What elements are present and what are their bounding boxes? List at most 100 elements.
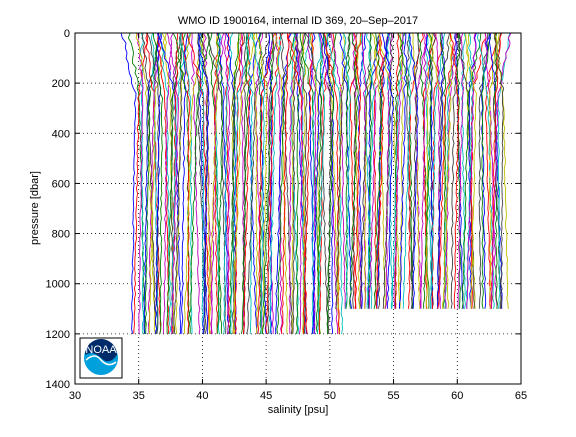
profile-line	[436, 33, 445, 309]
profile-line	[162, 33, 174, 334]
profile-line	[234, 33, 244, 335]
profile-line	[157, 33, 182, 334]
profile-line	[393, 33, 404, 309]
profile-line	[497, 33, 511, 309]
profile-line	[231, 33, 245, 334]
y-tick-label: 1400	[46, 379, 70, 391]
profile-line	[279, 33, 293, 334]
profile-line	[457, 33, 465, 309]
x-tick-label: 60	[451, 390, 463, 402]
profile-line	[437, 33, 457, 309]
profile-line	[216, 33, 224, 334]
profile-line	[349, 33, 362, 309]
profile-line	[326, 33, 337, 334]
noaa-logo-icon: NOAA	[84, 339, 118, 375]
profile-line	[490, 33, 503, 309]
profile-line	[363, 33, 381, 309]
profile-line	[349, 33, 359, 309]
profile-line	[182, 33, 190, 334]
profile-line	[240, 33, 250, 334]
x-tick-label: 40	[196, 390, 208, 402]
y-tick-label: 200	[52, 78, 70, 90]
logo-text: NOAA	[85, 344, 117, 356]
profile-line	[419, 33, 427, 309]
profile-line	[294, 33, 304, 334]
profile-line	[485, 33, 497, 309]
profile-line	[213, 33, 219, 334]
profile-line	[170, 33, 191, 334]
profile-line	[488, 33, 500, 309]
profile-line	[200, 33, 205, 334]
profile-line	[242, 33, 252, 334]
profile-line	[449, 33, 460, 309]
profile-line	[316, 33, 326, 334]
noaa-logo: NOAA	[79, 337, 123, 379]
y-axis-label: pressure [dbar]	[29, 171, 41, 245]
profile-line	[135, 33, 156, 335]
profile-line	[294, 33, 308, 334]
profile-line	[216, 33, 230, 334]
profile-line	[120, 33, 137, 334]
profile-line	[381, 33, 394, 309]
profile-line	[276, 33, 296, 334]
profile-line	[399, 33, 408, 309]
profile-line	[251, 33, 259, 334]
profile-line	[232, 33, 256, 334]
profile-line	[423, 33, 433, 309]
profile-line	[206, 33, 223, 334]
x-tick-label: 35	[133, 390, 145, 402]
profile-line	[375, 33, 385, 309]
profile-line	[342, 33, 351, 309]
profile-line	[450, 33, 462, 309]
profile-line	[198, 33, 212, 334]
axes-box	[74, 32, 522, 385]
profile-line	[257, 33, 276, 334]
x-tick-label: 55	[387, 390, 399, 402]
y-tick-label: 600	[52, 178, 70, 190]
profile-line	[429, 33, 446, 309]
profile-line	[493, 33, 505, 309]
profile-line	[281, 33, 290, 334]
profile-line	[489, 33, 503, 309]
profile-line	[292, 33, 299, 334]
profile-line	[230, 33, 252, 334]
profile-line	[268, 33, 282, 334]
y-tick-label: 0	[64, 28, 70, 40]
profile-line	[295, 33, 306, 335]
profile-line	[339, 33, 353, 309]
profile-line	[330, 33, 346, 309]
profile-line	[436, 33, 451, 309]
profile-line	[152, 33, 164, 334]
profile-line	[179, 33, 193, 334]
y-tick-label: 800	[52, 229, 70, 241]
profile-line	[397, 33, 414, 309]
profile-line	[402, 33, 412, 309]
profile-line	[173, 33, 183, 334]
profile-line	[360, 33, 373, 309]
profile-line	[319, 33, 335, 334]
profile-line	[208, 33, 220, 334]
profile-line	[410, 33, 420, 309]
profile-line	[357, 33, 366, 309]
profile-line	[267, 33, 273, 334]
profile-line	[266, 33, 274, 334]
profile-line	[442, 33, 453, 309]
profile-line	[391, 33, 404, 309]
profile-line	[304, 33, 329, 334]
profile-line	[461, 33, 482, 309]
profile-line	[386, 33, 393, 309]
profile-line	[466, 33, 477, 309]
profile-line	[261, 33, 274, 334]
profile-line	[352, 33, 358, 309]
profile-line	[275, 33, 292, 334]
profile-line	[405, 33, 414, 309]
profile-line	[251, 33, 266, 334]
profile-line	[324, 33, 340, 334]
profile-line	[189, 33, 213, 334]
profile-line	[222, 33, 234, 334]
x-tick-label: 50	[324, 390, 336, 402]
y-tick-label: 1200	[46, 329, 70, 341]
profile-line	[190, 33, 201, 334]
